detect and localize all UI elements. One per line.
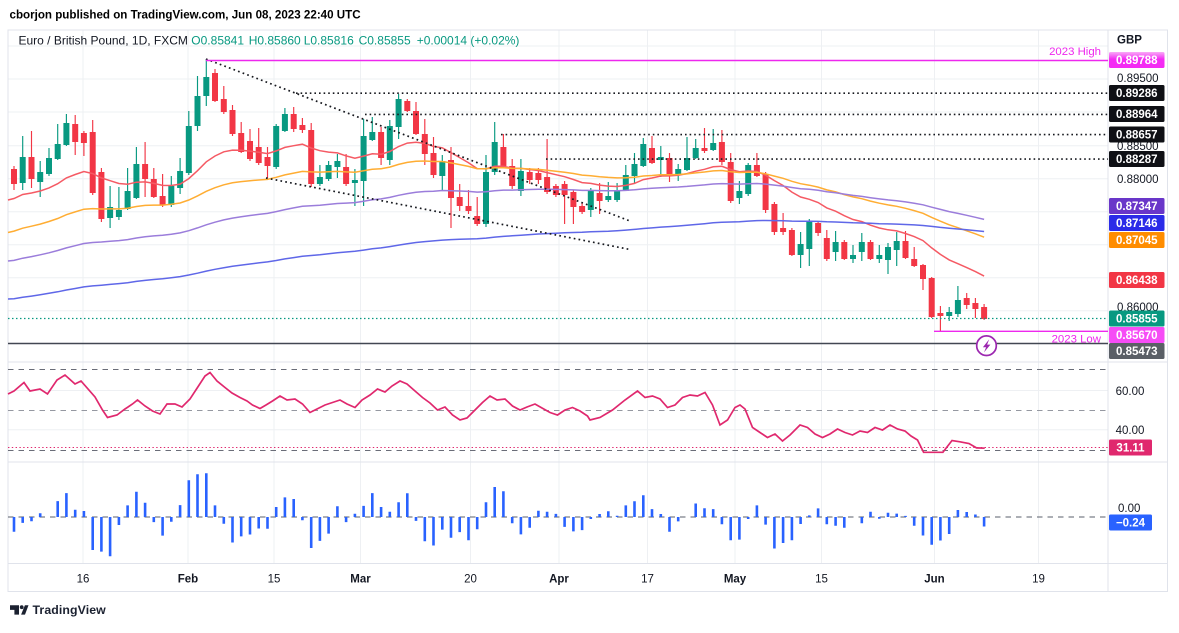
svg-text:15: 15 [815, 573, 828, 585]
svg-text:0.89286: 0.89286 [1116, 88, 1158, 100]
svg-text:20: 20 [464, 573, 477, 585]
svg-text:0.87045: 0.87045 [1116, 235, 1158, 247]
svg-text:0.89788: 0.89788 [1116, 55, 1158, 67]
svg-text:0.85670: 0.85670 [1116, 330, 1158, 342]
svg-text:0.85473: 0.85473 [1116, 346, 1158, 358]
svg-text:0.88287: 0.88287 [1116, 154, 1158, 166]
svg-text:May: May [724, 573, 747, 585]
svg-text:15: 15 [268, 573, 281, 585]
svg-text:cborjon published on TradingVi: cborjon published on TradingView.com, Ju… [10, 9, 362, 22]
svg-text:0.00: 0.00 [1118, 503, 1140, 515]
svg-text:60.00: 60.00 [1116, 386, 1145, 398]
svg-text:0.86438: 0.86438 [1116, 275, 1158, 287]
svg-text:0.87146: 0.87146 [1116, 218, 1158, 230]
svg-text:2023 Low: 2023 Low [1052, 334, 1102, 346]
svg-text:40.00: 40.00 [1116, 425, 1145, 437]
svg-text:19: 19 [1032, 573, 1045, 585]
svg-text:0.88000: 0.88000 [1117, 174, 1159, 186]
svg-text:−0.24: −0.24 [1116, 518, 1146, 530]
svg-text:0.88500: 0.88500 [1117, 141, 1159, 153]
svg-text:16: 16 [77, 573, 90, 585]
svg-text:2023 High: 2023 High [1049, 46, 1101, 58]
svg-text:Mar: Mar [350, 573, 371, 585]
svg-text:0.88657: 0.88657 [1116, 130, 1158, 142]
svg-text:0.88964: 0.88964 [1116, 109, 1158, 121]
svg-text:17: 17 [641, 573, 654, 585]
svg-text:Euro / British Pound, 1D, FXCM: Euro / British Pound, 1D, FXCM [19, 34, 188, 48]
svg-text:Apr: Apr [549, 573, 569, 585]
svg-text:TradingView: TradingView [33, 603, 107, 617]
svg-text:0.89500: 0.89500 [1117, 73, 1159, 85]
svg-text:0.85855: 0.85855 [1116, 314, 1158, 326]
svg-text:31.11: 31.11 [1116, 443, 1145, 455]
svg-text:GBP: GBP [1117, 34, 1142, 46]
svg-text:0.87347: 0.87347 [1116, 201, 1158, 213]
svg-text:Jun: Jun [924, 573, 944, 585]
svg-text:Feb: Feb [178, 573, 198, 585]
